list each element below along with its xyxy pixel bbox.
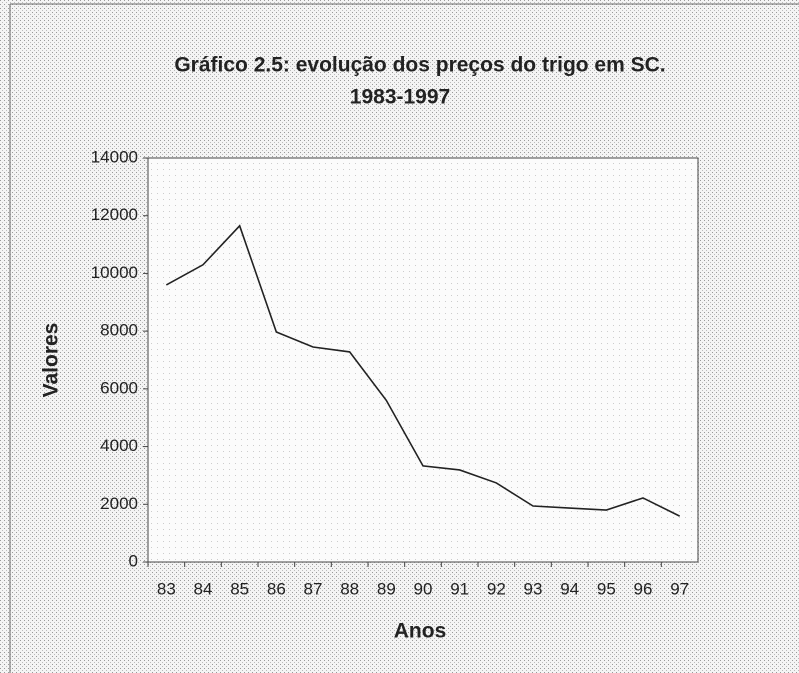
y-tick-label: 0 [129, 551, 138, 570]
y-tick-label: 8000 [100, 321, 138, 340]
x-tick-label: 86 [267, 579, 286, 598]
x-tick-label: 91 [450, 579, 469, 598]
x-tick-label: 97 [670, 579, 689, 598]
y-tick-label: 14000 [91, 147, 138, 166]
x-tick-label: 83 [157, 579, 176, 598]
y-tick-label: 6000 [100, 378, 138, 397]
y-tick-label: 4000 [100, 436, 138, 455]
x-axis-title: Anos [394, 620, 447, 643]
y-tick-label: 10000 [91, 263, 138, 282]
x-tick-label: 89 [377, 579, 396, 598]
x-tick-label: 93 [524, 579, 543, 598]
x-tick-label: 88 [340, 579, 359, 598]
x-tick-label: 94 [560, 579, 579, 598]
x-tick-label: 95 [597, 579, 616, 598]
chart-subtitle: 1983-1997 [350, 86, 450, 109]
y-tick-label: 12000 [91, 205, 138, 224]
x-tick-label: 85 [230, 579, 249, 598]
x-tick-label: 87 [304, 579, 323, 598]
y-tick-label: 2000 [100, 494, 138, 513]
x-tick-label: 84 [194, 579, 213, 598]
y-axis-title: Valores [40, 323, 63, 398]
plot-area [147, 157, 699, 563]
x-tick-label: 92 [487, 579, 506, 598]
chart-title: Gráfico 2.5: evolução dos preços do trig… [174, 54, 665, 77]
data-line [165, 224, 681, 517]
x-tick-label: 96 [634, 579, 653, 598]
x-tick-label: 90 [414, 579, 433, 598]
